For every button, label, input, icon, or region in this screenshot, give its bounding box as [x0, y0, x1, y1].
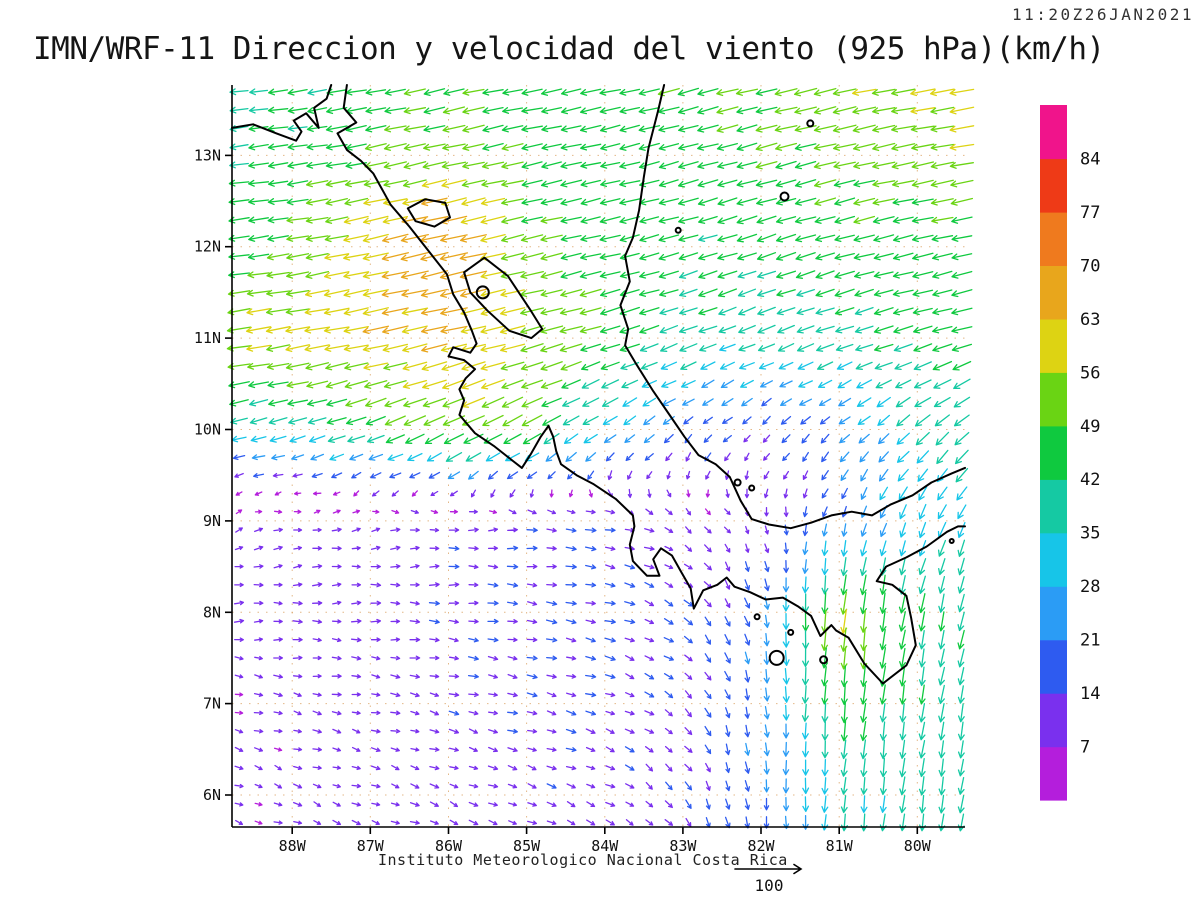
svg-text:84: 84	[1080, 150, 1100, 170]
svg-text:12N: 12N	[194, 238, 221, 256]
svg-text:56: 56	[1080, 363, 1100, 383]
svg-text:87W: 87W	[357, 837, 385, 855]
reference-arrow-line	[734, 863, 803, 875]
svg-text:13N: 13N	[194, 146, 221, 164]
map-credit: Instituto Meteorologico Nacional Costa R…	[378, 851, 788, 869]
svg-text:85W: 85W	[513, 837, 541, 855]
svg-text:80W: 80W	[904, 837, 932, 855]
svg-text:6N: 6N	[203, 786, 221, 804]
svg-text:14: 14	[1080, 684, 1100, 704]
svg-text:86W: 86W	[435, 837, 463, 855]
svg-text:35: 35	[1080, 524, 1100, 544]
colorbar: 7 14 21 28 35 42 49 56 63 70 77 84	[1040, 105, 1100, 801]
svg-text:28: 28	[1080, 577, 1100, 597]
reference-arrow: 100	[734, 863, 803, 895]
svg-text:63: 63	[1080, 310, 1100, 330]
page-title: IMN/WRF-11 Direccion y velocidad del vie…	[33, 31, 1105, 67]
svg-text:77: 77	[1080, 203, 1100, 223]
svg-text:11N: 11N	[194, 329, 221, 347]
svg-text:42: 42	[1080, 470, 1100, 490]
svg-text:21: 21	[1080, 631, 1100, 651]
grid-lines	[232, 85, 965, 827]
axes: 13N 12N 11N 10N 9N 8N 7N 6N 88W 87W 86W 85W 84W 83W 82…	[194, 85, 965, 855]
svg-text:7N: 7N	[203, 695, 221, 713]
svg-text:70: 70	[1080, 256, 1100, 276]
svg-text:82W: 82W	[747, 837, 775, 855]
svg-text:88W: 88W	[279, 837, 307, 855]
valid-timestamp: 11:20Z26JAN2021	[1012, 5, 1194, 24]
svg-text:9N: 9N	[203, 512, 221, 530]
svg-text:49: 49	[1080, 417, 1100, 437]
wind-arrows	[226, 87, 975, 832]
coastline	[231, 84, 966, 685]
svg-text:8N: 8N	[203, 603, 221, 621]
svg-text:83W: 83W	[669, 837, 697, 855]
svg-text:10N: 10N	[194, 421, 221, 439]
svg-text:81W: 81W	[826, 837, 854, 855]
svg-text:7: 7	[1080, 738, 1090, 758]
reference-arrow-label: 100	[755, 876, 784, 895]
svg-text:84W: 84W	[591, 837, 619, 855]
